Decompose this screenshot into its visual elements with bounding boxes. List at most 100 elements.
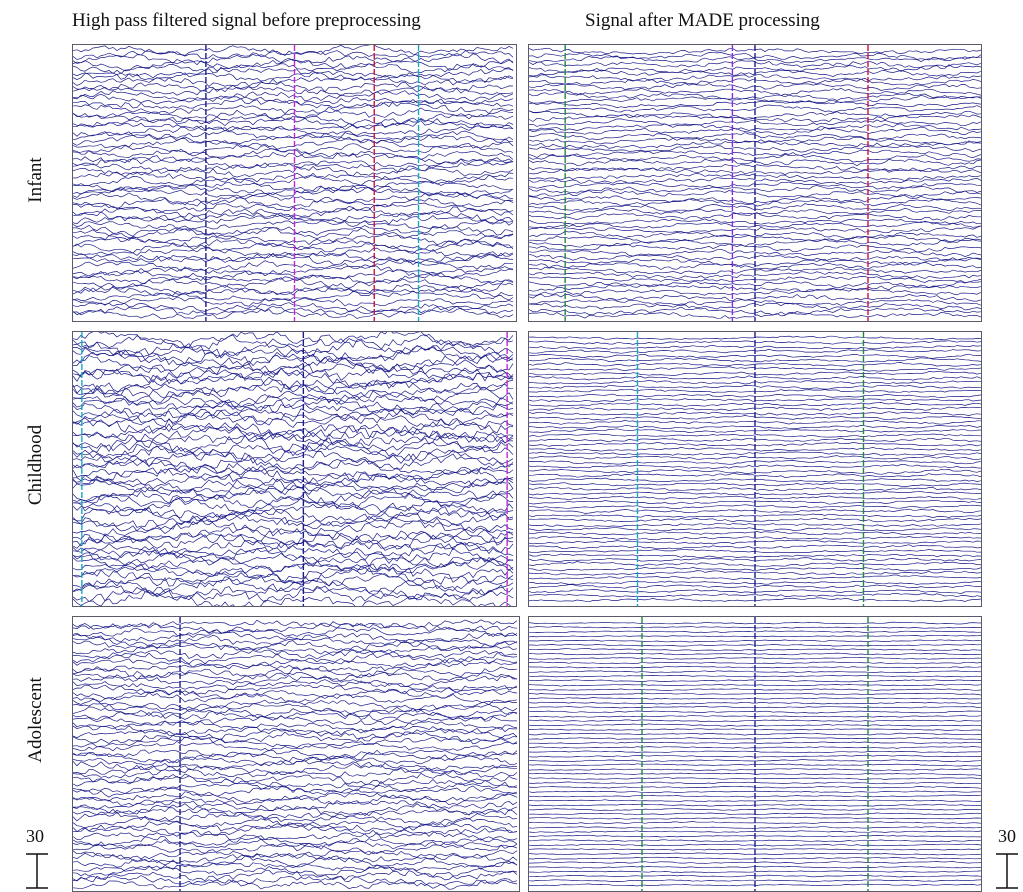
eeg-channel-trace — [73, 130, 514, 141]
eeg-channel-trace — [73, 731, 518, 745]
eeg-channel-trace — [73, 213, 514, 226]
eeg-channel-trace — [529, 145, 981, 153]
eeg-channel-trace — [73, 782, 518, 794]
eeg-channel-trace — [73, 772, 518, 785]
eeg-channel-trace — [529, 74, 981, 82]
eeg-channel-trace — [529, 425, 981, 430]
eeg-channel-trace — [529, 790, 981, 794]
eeg-channel-trace — [73, 727, 518, 741]
eeg-channel-trace — [73, 224, 514, 237]
eeg-channel-trace — [73, 338, 514, 359]
eeg-channel-trace — [529, 177, 981, 185]
eeg-channel-trace — [73, 487, 514, 505]
eeg-channel-trace — [73, 277, 514, 290]
eeg-channel-trace — [73, 629, 518, 643]
eeg-channel-trace — [73, 72, 514, 84]
eeg-channel-trace — [73, 586, 514, 606]
eeg-channel-trace — [73, 367, 514, 390]
eeg-channel-trace — [73, 651, 518, 665]
eeg-channel-trace — [73, 514, 514, 534]
eeg-channel-trace — [529, 447, 981, 452]
eeg-channel-trace — [529, 870, 981, 874]
eeg-channel-trace — [73, 560, 514, 577]
eeg-channel-trace — [529, 271, 981, 280]
eeg-channel-trace — [73, 462, 514, 483]
eeg-channel-trace — [73, 542, 514, 561]
eeg-channel-trace — [73, 349, 514, 372]
eeg-traces — [529, 617, 981, 891]
eeg-channel-trace — [529, 472, 981, 478]
scale-bar-right — [996, 853, 1018, 889]
column-title-after: Signal after MADE processing — [585, 10, 820, 31]
eeg-channel-trace — [73, 807, 518, 820]
eeg-channel-trace — [73, 90, 514, 102]
eeg-channel-trace — [73, 735, 518, 749]
eeg-channel-trace — [73, 740, 518, 752]
eeg-channel-trace — [73, 666, 518, 680]
eeg-channel-trace — [73, 634, 518, 648]
eeg-channel-trace — [73, 668, 518, 682]
eeg-channel-trace — [73, 501, 514, 519]
eeg-channel-trace — [73, 793, 518, 806]
eeg-channel-trace — [73, 703, 518, 715]
eeg-channel-trace — [529, 759, 981, 762]
eeg-channel-trace — [73, 252, 514, 263]
eeg-channel-trace — [73, 506, 514, 528]
eeg-channel-trace — [73, 62, 514, 74]
eeg-channel-trace — [73, 562, 514, 585]
scale-bar-left — [26, 853, 48, 889]
eeg-channel-trace — [529, 848, 981, 851]
eeg-channel-trace — [529, 566, 981, 572]
row-label-infant: Infant — [25, 157, 46, 203]
eeg-channel-trace — [529, 592, 981, 598]
eeg-channel-trace — [529, 94, 981, 104]
eeg-channel-trace — [73, 282, 514, 296]
eeg-channel-trace — [73, 285, 514, 297]
eeg-channel-trace — [529, 262, 981, 270]
eeg-channel-trace — [529, 839, 981, 843]
eeg-channel-trace — [73, 657, 518, 670]
eeg-channel-trace — [73, 621, 518, 634]
eeg-channel-trace — [73, 724, 517, 737]
eeg-channel-trace — [73, 767, 518, 779]
eeg-channel-trace — [529, 830, 981, 833]
eeg-channel-trace — [529, 750, 981, 754]
eeg-channel-trace — [73, 849, 518, 860]
eeg-channel-trace — [73, 675, 518, 687]
eeg-channel-trace — [529, 504, 981, 510]
eeg-channel-trace — [73, 536, 514, 559]
eeg-channel-trace — [73, 855, 518, 870]
eeg-channel-trace — [73, 829, 518, 841]
eeg-channel-trace — [529, 495, 981, 501]
eeg-panel-adolescent-after — [528, 616, 982, 892]
eeg-traces — [529, 45, 981, 321]
eeg-channel-trace — [73, 155, 514, 169]
eeg-channel-trace — [73, 852, 518, 866]
eeg-channel-trace — [73, 649, 518, 660]
eeg-channel-trace — [73, 48, 514, 60]
eeg-channel-trace — [529, 741, 981, 745]
eeg-channel-trace — [73, 345, 514, 365]
eeg-channel-trace — [73, 362, 514, 380]
eeg-channel-trace — [73, 785, 518, 798]
eeg-channel-trace — [529, 238, 981, 248]
eeg-channel-trace — [73, 443, 514, 462]
eeg-panel-infant-before — [72, 44, 517, 322]
eeg-channel-trace — [73, 107, 514, 121]
eeg-channel-trace — [529, 531, 981, 536]
eeg-channel-trace — [73, 402, 514, 422]
eeg-channel-trace — [529, 126, 981, 136]
eeg-channel-trace — [73, 453, 514, 471]
eeg-channel-trace — [73, 345, 514, 366]
eeg-channel-trace — [529, 233, 981, 244]
eeg-traces — [73, 617, 518, 891]
eeg-channel-trace — [73, 821, 518, 833]
eeg-channel-trace — [73, 52, 514, 65]
eeg-channel-trace — [73, 842, 518, 855]
eeg-channel-trace — [73, 196, 514, 210]
eeg-channel-trace — [73, 148, 514, 161]
eeg-panel-childhood-before — [72, 331, 517, 607]
eeg-channel-trace — [73, 376, 514, 396]
eeg-channel-trace — [529, 167, 981, 175]
eeg-channel-trace — [73, 473, 514, 490]
